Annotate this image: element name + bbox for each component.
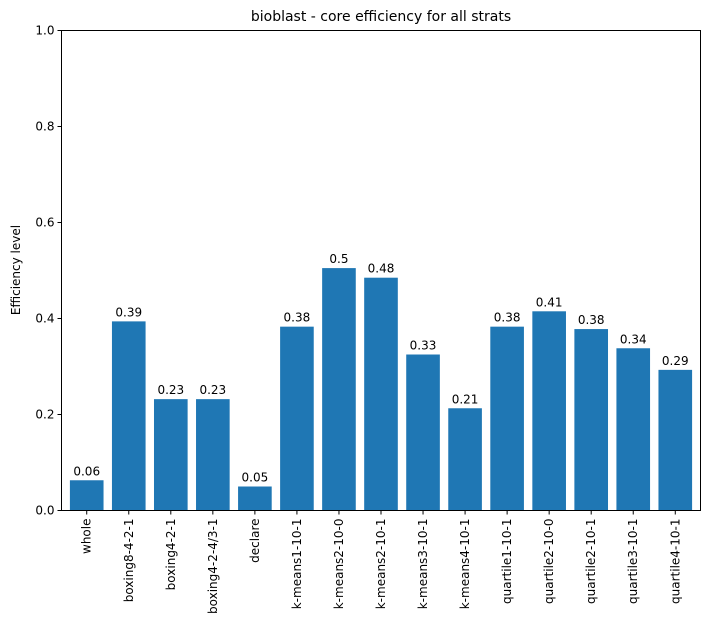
data-label: 0.38 [284, 311, 311, 325]
x-tick-label: k-means3-10-1 [416, 519, 430, 610]
y-tick-label: 0.6 [35, 216, 54, 230]
bar [616, 348, 651, 511]
bar [238, 486, 272, 511]
data-labels-group: 0.06 0.39 0.23 0.23 0.05 0.38 0.5 0.48 0.33 0.21 0… [73, 252, 688, 484]
y-tick-label: 0.4 [35, 312, 54, 326]
bar [406, 354, 440, 511]
x-tick-label: k-means1-10-1 [290, 519, 304, 610]
x-tick-label: quartile4-10-1 [668, 519, 682, 604]
bar [490, 326, 524, 511]
data-label: 0.48 [368, 262, 395, 276]
x-tick-label: quartile3-10-1 [626, 519, 640, 604]
x-tick-label: boxing8-4-2-1 [122, 519, 136, 603]
bar [111, 321, 146, 511]
x-tick-label: boxing4-2-1 [164, 519, 178, 591]
y-axis-label: Efficiency level [9, 225, 23, 315]
x-tick-label: k-means2-10-1 [374, 519, 388, 610]
bars-group [69, 268, 693, 511]
data-label: 0.06 [73, 464, 100, 478]
bar [574, 329, 609, 511]
bar [280, 326, 314, 511]
bar [153, 399, 188, 511]
bar [532, 311, 566, 511]
data-label: 0.33 [410, 339, 437, 353]
bar [658, 369, 693, 511]
data-label: 0.39 [115, 305, 142, 319]
x-axis: whole boxing8-4-2-1 boxing4-2-1 boxing4-2-4… [80, 510, 682, 614]
data-label: 0.23 [199, 383, 226, 397]
x-tick-label: k-means2-10-0 [332, 519, 346, 610]
data-label: 0.05 [242, 471, 269, 485]
x-tick-label: k-means4-10-1 [458, 519, 472, 610]
bar [196, 399, 230, 511]
y-tick-label: 1.0 [35, 24, 54, 38]
x-tick-label: declare [248, 519, 262, 563]
bar [364, 277, 398, 511]
data-label: 0.21 [452, 392, 479, 406]
plot-frame [61, 30, 701, 511]
data-label: 0.34 [620, 332, 647, 346]
data-label: 0.29 [662, 354, 689, 368]
y-tick-label: 0.0 [35, 504, 54, 518]
y-tick-label: 0.2 [35, 408, 54, 422]
data-label: 0.38 [578, 313, 605, 327]
chart-title: bioblast - core efficiency for all strat… [251, 9, 511, 25]
x-tick-label: quartile2-10-1 [584, 519, 598, 604]
y-axis: 0.0 0.2 0.4 0.6 0.8 1.0 [35, 24, 62, 518]
bar [322, 268, 356, 511]
data-label: 0.5 [329, 252, 348, 266]
x-tick-label: quartile2-10-0 [542, 519, 556, 604]
x-tick-label: boxing4-2-4/3-1 [206, 519, 220, 614]
data-label: 0.41 [536, 295, 563, 309]
x-tick-label: quartile1-10-1 [500, 519, 514, 604]
y-tick-label: 0.8 [35, 120, 54, 134]
data-label: 0.23 [157, 383, 184, 397]
bar [69, 480, 104, 511]
bar [448, 408, 482, 511]
data-label: 0.38 [494, 311, 521, 325]
x-tick-label: whole [80, 519, 94, 554]
